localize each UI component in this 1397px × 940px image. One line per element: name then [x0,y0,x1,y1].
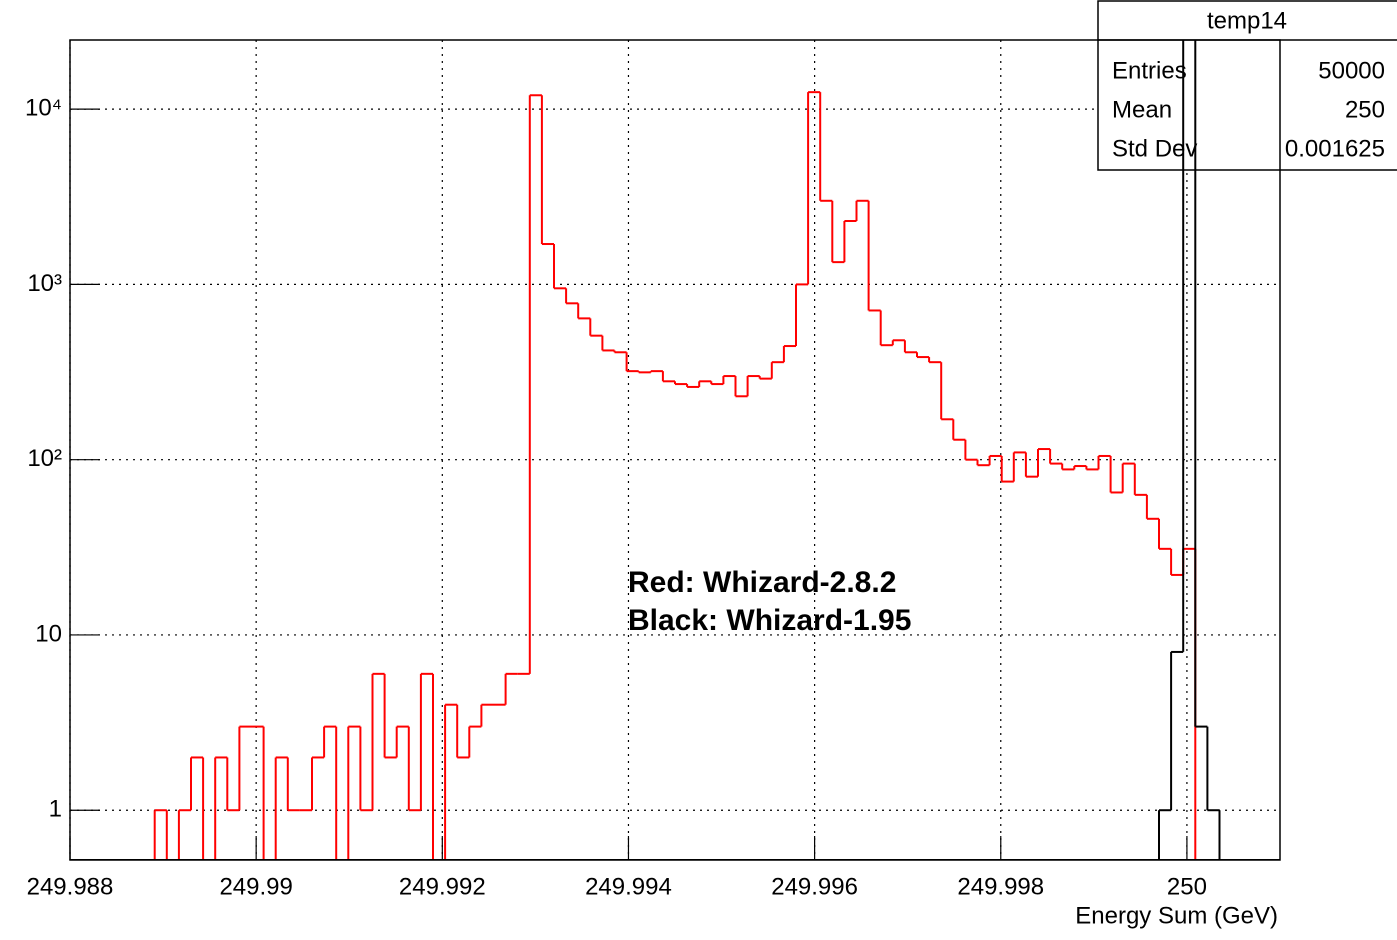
frame [69,39,1281,861]
x-tick-label: 249.99 [219,873,292,900]
x-axis-label: Energy Sum (GeV) [1075,902,1278,929]
y-tick-label: 10³ [27,270,62,297]
stats-label: Std Dev [1112,135,1197,162]
stats-value: 50000 [1318,57,1385,84]
y-tick-label: 10 [35,620,62,647]
stats-value: 0.001625 [1285,135,1385,162]
stats-title: temp14 [1207,7,1287,34]
stats-value: 250 [1345,96,1385,123]
stats-label: Entries [1112,57,1187,84]
annotation: Black: Whizard-1.95 [628,604,911,637]
x-tick-label: 249.996 [771,873,858,900]
x-tick-label: 249.988 [27,873,114,900]
stats-box [1097,0,1397,171]
annotation: Red: Whizard-2.8.2 [628,566,896,599]
x-tick-label: 249.994 [585,873,672,900]
x-tick-label: 250 [1167,873,1207,900]
x-tick-label: 249.992 [399,873,486,900]
y-tick-label: 10² [27,445,62,472]
x-tick-label: 249.998 [957,873,1044,900]
stats-label: Mean [1112,96,1172,123]
y-tick-label: 1 [49,796,62,823]
y-tick-label: 10⁴ [25,94,62,121]
plot-area [70,40,1280,860]
